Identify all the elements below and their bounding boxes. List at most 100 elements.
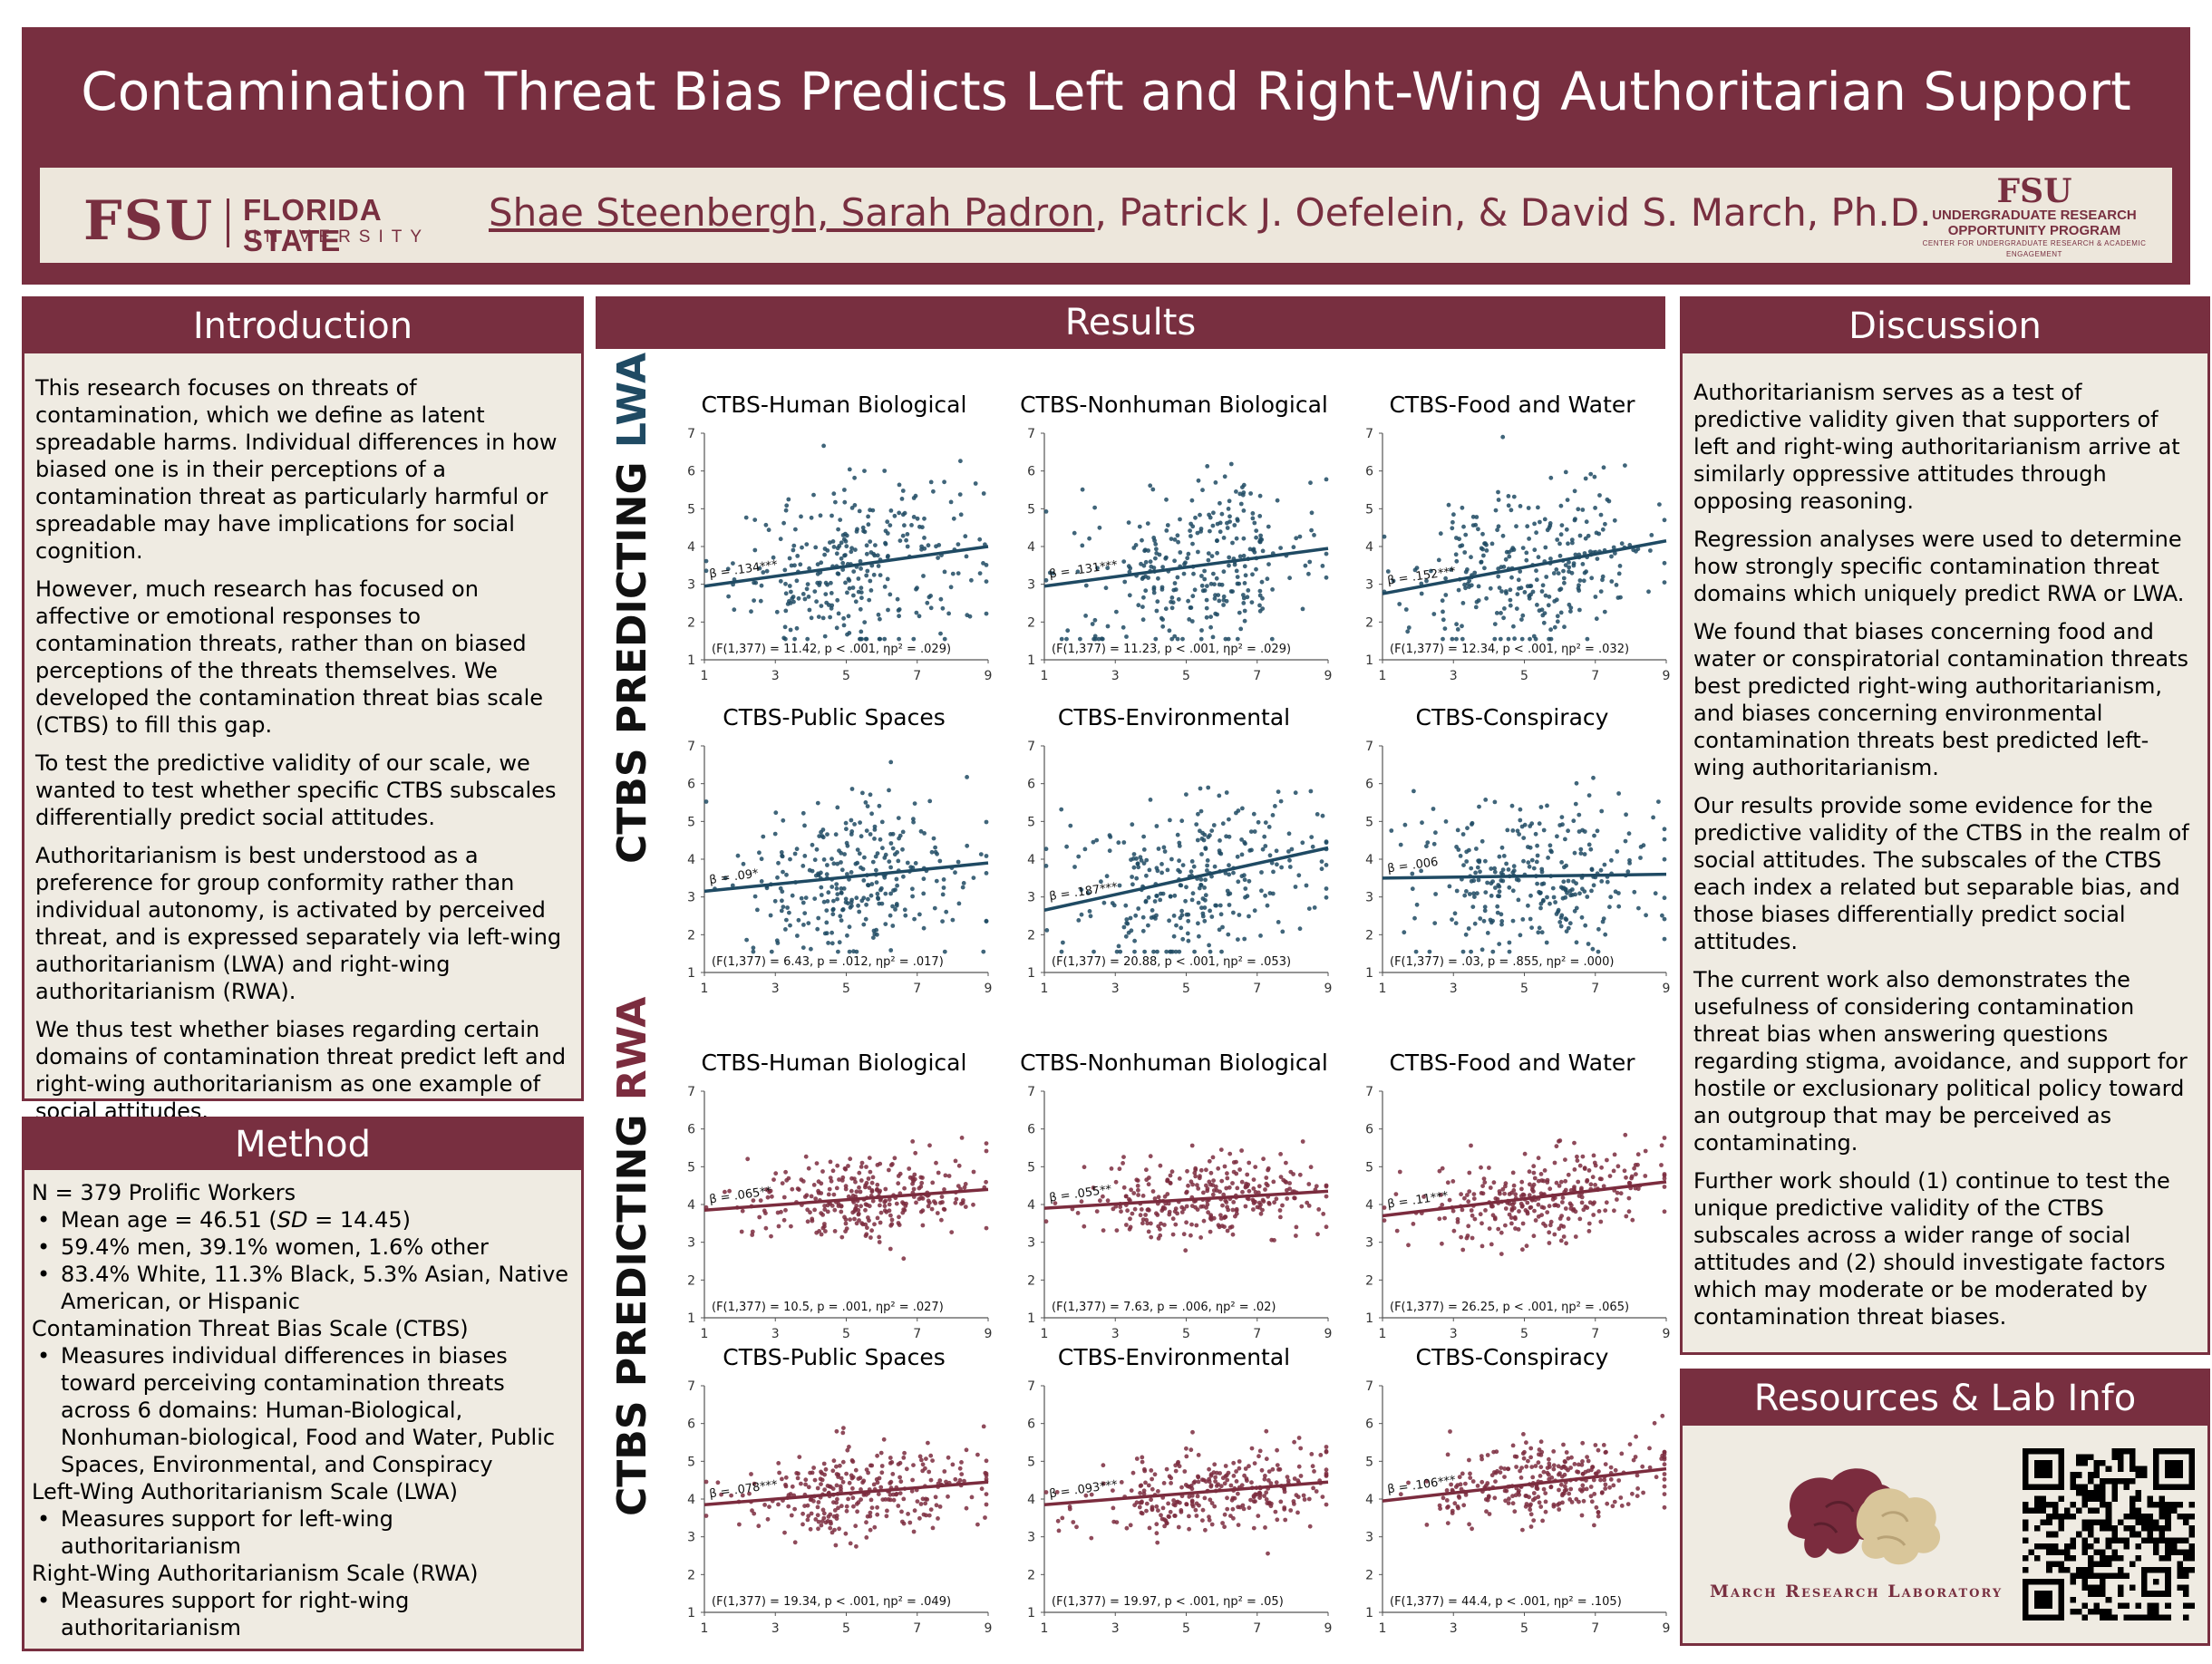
data-point: [1477, 859, 1482, 865]
data-point: [1075, 1211, 1081, 1215]
data-point: [703, 558, 709, 564]
data-point: [1243, 1466, 1248, 1471]
data-point: [1154, 824, 1159, 828]
data-point: [1231, 1515, 1236, 1521]
y-tick-label: 7: [1027, 1379, 1035, 1394]
data-point: [1466, 1224, 1471, 1229]
data-point: [1116, 943, 1121, 949]
data-point: [1559, 1474, 1565, 1479]
data-point: [1456, 1505, 1460, 1511]
data-point: [1265, 903, 1270, 908]
data-point: [816, 871, 820, 876]
data-point: [1186, 918, 1191, 924]
data-point: [1624, 1214, 1629, 1219]
data-point: [869, 1188, 875, 1193]
data-point: [878, 1450, 884, 1456]
data-point: [824, 600, 830, 605]
data-point: [1199, 837, 1205, 841]
data-point: [1155, 1540, 1160, 1545]
data-point: [953, 1476, 958, 1482]
data-point: [1553, 900, 1557, 905]
data-point: [1520, 1247, 1525, 1253]
data-point: [844, 544, 849, 549]
data-point: [1424, 1523, 1430, 1527]
data-point: [1129, 857, 1133, 862]
data-point: [1643, 1148, 1648, 1154]
data-point: [765, 1195, 771, 1200]
data-point: [1530, 1497, 1536, 1503]
regression-stats: (F(1,377) = 26.25, p < .001, ηp² = .065): [1390, 1301, 1629, 1314]
regression-stats: (F(1,377) = 44.4, p < .001, ηp² = .105): [1390, 1595, 1622, 1609]
data-point: [1142, 548, 1147, 554]
data-point: [1603, 1208, 1608, 1213]
data-point: [1157, 552, 1162, 557]
data-point: [1563, 1178, 1568, 1184]
data-point: [801, 923, 806, 927]
scatter-plot: CTBS-Food and Water 1 2 3 4 5 6 7 1 3 5 7 9 β = .152*…: [1353, 392, 1671, 700]
data-point: [1324, 1445, 1329, 1449]
data-point: [1528, 1524, 1534, 1529]
data-point: [867, 1156, 872, 1160]
data-point: [829, 605, 834, 611]
y-tick-label: 4: [687, 1493, 695, 1507]
data-point: [896, 858, 901, 864]
data-point: [822, 1487, 827, 1493]
data-point: [1144, 1501, 1150, 1506]
data-point: [1199, 583, 1205, 588]
data-point: [1199, 852, 1204, 856]
data-point: [1501, 565, 1507, 569]
qr-code-icon[interactable]: [2023, 1448, 2195, 1620]
data-point: [1507, 885, 1512, 890]
data-point: [1169, 1481, 1173, 1485]
data-point: [1662, 856, 1667, 862]
data-point: [1489, 894, 1494, 898]
data-point: [948, 499, 954, 505]
data-point: [866, 883, 871, 888]
data-point: [1193, 1166, 1198, 1171]
data-point: [1454, 636, 1459, 642]
data-point: [1230, 1232, 1236, 1237]
age-prefix: Mean age = 46.51 (: [61, 1207, 277, 1233]
data-point: [1453, 552, 1459, 557]
lwa-section-label: CTBS PREDICTING LWA: [606, 353, 660, 864]
data-point: [1573, 892, 1577, 897]
data-point: [1577, 1216, 1583, 1222]
data-point: [853, 599, 859, 605]
data-point: [1548, 1485, 1554, 1489]
data-point: [805, 582, 810, 586]
y-tick-label: 2: [1027, 1273, 1035, 1288]
data-point: [783, 508, 789, 513]
data-point: [1230, 540, 1235, 546]
data-point: [845, 590, 849, 595]
data-point: [727, 1188, 732, 1194]
data-point: [1209, 914, 1215, 919]
data-point: [1588, 1494, 1594, 1499]
data-point: [904, 537, 908, 543]
data-point: [794, 847, 800, 852]
data-point: [1492, 636, 1498, 642]
data-point: [839, 918, 844, 923]
data-point: [1222, 1224, 1227, 1229]
data-point: [1592, 1200, 1596, 1205]
data-point: [778, 578, 783, 584]
data-point: [928, 1507, 934, 1512]
data-point: [1251, 547, 1256, 553]
data-point: [1282, 1506, 1287, 1512]
data-point: [1495, 1468, 1499, 1474]
data-point: [814, 847, 820, 852]
data-point: [1575, 1154, 1579, 1159]
y-tick-label: 1: [1027, 1311, 1035, 1326]
data-point: [1085, 891, 1091, 895]
data-point: [805, 636, 810, 642]
data-point: [1241, 1506, 1247, 1512]
data-point: [1624, 1175, 1628, 1180]
data-point: [1496, 574, 1501, 579]
data-point: [819, 1482, 823, 1486]
data-point: [1597, 493, 1602, 498]
data-point: [837, 1526, 841, 1532]
data-point: [766, 527, 771, 533]
data-point: [1656, 799, 1661, 804]
ctbs-heading: Contamination Threat Bias Scale (CTBS): [32, 1316, 469, 1341]
data-point: [890, 924, 896, 928]
data-point: [1300, 1139, 1305, 1144]
